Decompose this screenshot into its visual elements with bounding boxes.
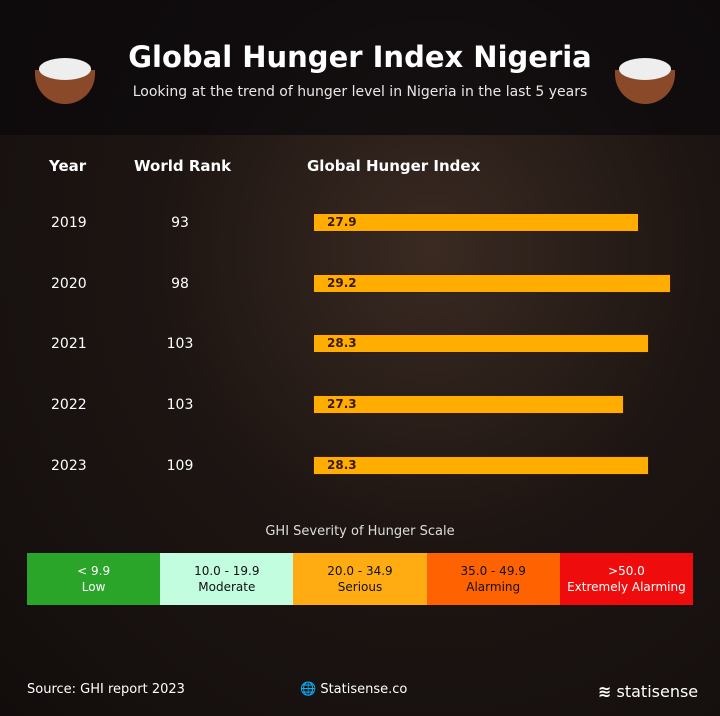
year-label: 2023 (51, 458, 87, 474)
scale-range: >50.0 (608, 564, 645, 578)
ghi-header: Global Hunger Index (307, 157, 481, 175)
year-label: 2021 (51, 336, 87, 352)
scale-segment: < 9.9 Low (27, 553, 161, 605)
website[interactable]: 🌐 Statisense.co (300, 682, 407, 697)
page-subtitle: Looking at the trend of hunger level in … (132, 84, 588, 100)
statisense-logo-icon: ≋ (598, 682, 612, 701)
ghi-bar: 29.2 (313, 274, 671, 293)
globe-icon: 🌐 (300, 682, 317, 697)
rank-header: World Rank (134, 157, 232, 175)
scale-title: GHI Severity of Hunger Scale (265, 524, 455, 539)
scale-label: Serious (337, 580, 383, 594)
scale-range: < 9.9 (77, 564, 111, 578)
severity-scale: < 9.9 Low 10.0 - 19.9 Moderate 20.0 - 34.9 Se… (27, 553, 694, 605)
scale-range: 35.0 - 49.9 (460, 564, 526, 578)
header-band (0, 0, 720, 135)
year-label: 2019 (51, 215, 87, 231)
source-text: Source: GHI report 2023 (27, 682, 185, 697)
page-title: Global Hunger Index Nigeria (128, 40, 592, 74)
rank-value: 93 (171, 215, 189, 231)
year-label: 2022 (51, 397, 87, 413)
rank-value: 98 (171, 276, 189, 292)
scale-label: Extremely Alarming (567, 580, 686, 594)
brand-logo: ≋ statisense (598, 682, 698, 701)
bar-value-label: 28.3 (327, 458, 357, 472)
ghi-bar: 28.3 (313, 456, 649, 475)
ghi-bar: 28.3 (313, 334, 649, 353)
bar-value-label: 28.3 (327, 336, 357, 350)
bar-value-label: 29.2 (327, 276, 357, 290)
scale-label: Moderate (198, 580, 256, 594)
scale-label: Low (81, 580, 106, 594)
brand-text: statisense (616, 682, 699, 701)
scale-segment: 10.0 - 19.9 Moderate (160, 553, 294, 605)
year-header: Year (49, 157, 87, 175)
scale-range: 10.0 - 19.9 (194, 564, 260, 578)
rank-value: 103 (166, 397, 194, 413)
year-label: 2020 (51, 276, 87, 292)
scale-range: 20.0 - 34.9 (327, 564, 393, 578)
website-text: Statisense.co (320, 682, 408, 697)
bar-value-label: 27.9 (327, 215, 357, 229)
rank-value: 103 (166, 336, 194, 352)
scale-segment: 35.0 - 49.9 Alarming (426, 553, 560, 605)
bar-value-label: 27.3 (327, 397, 357, 411)
rank-value: 109 (166, 458, 194, 474)
ghi-bar: 27.3 (313, 395, 625, 414)
ghi-bar: 27.9 (313, 213, 640, 232)
scale-label: Alarming (466, 580, 521, 594)
scale-segment: >50.0 Extremely Alarming (559, 553, 694, 605)
scale-segment: 20.0 - 34.9 Serious (293, 553, 427, 605)
